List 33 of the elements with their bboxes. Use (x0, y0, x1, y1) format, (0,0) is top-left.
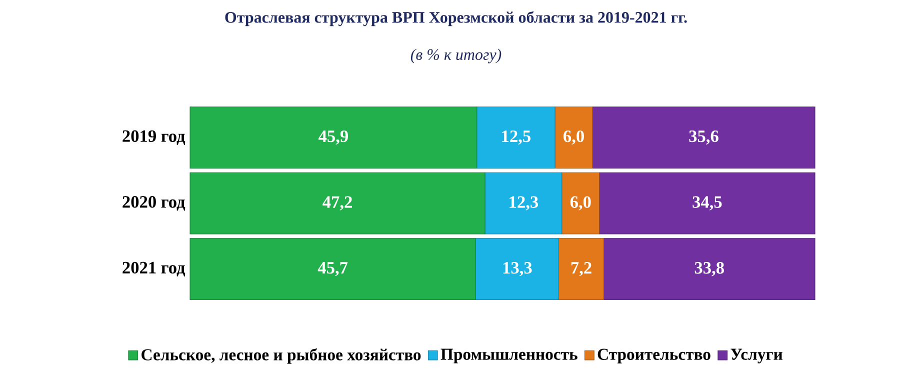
bar (476, 106, 556, 168)
bar (558, 238, 604, 300)
y-tick-label: 2019 год (122, 130, 186, 145)
data-label: 6,0 (564, 130, 584, 145)
data-label: 47,2 (322, 196, 352, 210)
bar (599, 172, 816, 234)
data-label: 34,5 (692, 196, 722, 210)
bar (190, 106, 478, 168)
bar (484, 172, 562, 234)
bar (562, 172, 600, 234)
legend-label: Услуги (730, 348, 782, 364)
chart-title: Отраслевая структура ВРП Хорезмской области за 2019-2021 гг. (225, 11, 687, 26)
y-tick-label: 2020 год (122, 196, 186, 211)
data-label: 6,0 (570, 196, 591, 210)
bar (603, 238, 816, 300)
data-label: 35,6 (689, 130, 718, 145)
legend-label: Сельское, лесное и рыбное хозяйство (142, 348, 421, 364)
legend-label: Промышленность (440, 348, 578, 364)
legend-label: Строительство (598, 348, 710, 364)
bar (592, 106, 816, 168)
data-label: 45,9 (318, 130, 348, 145)
data-label: 7,2 (571, 262, 592, 276)
chart-subtitle: (в % к итогу) (410, 48, 502, 64)
y-tick-label: 2021 год (122, 262, 186, 276)
data-label: 33,8 (694, 262, 724, 276)
bar (190, 238, 476, 300)
bar (554, 106, 593, 168)
data-label: 45,7 (318, 262, 348, 276)
bar (475, 238, 560, 300)
data-label: 13,3 (503, 262, 532, 276)
data-label: 12,5 (502, 130, 530, 145)
data-label: 12,3 (510, 196, 538, 210)
bar (190, 172, 486, 234)
